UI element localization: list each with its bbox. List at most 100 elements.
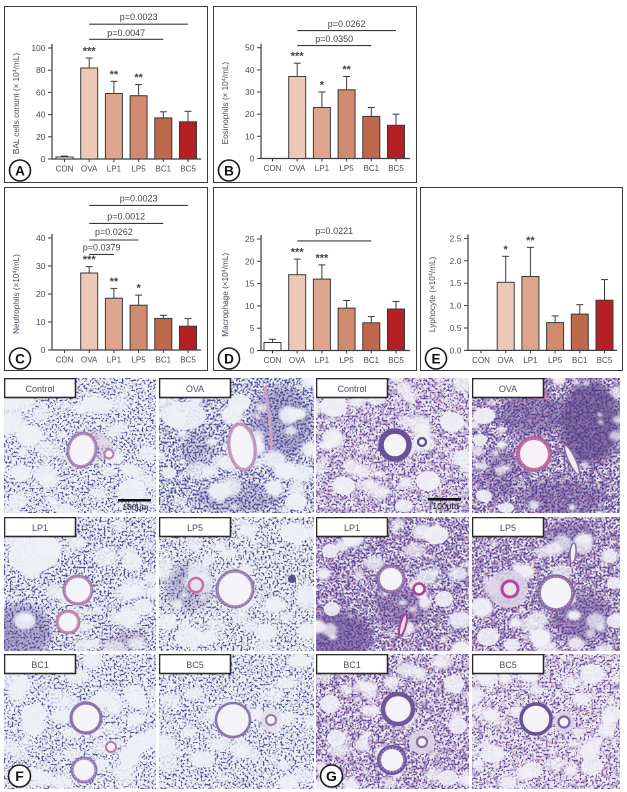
svg-text:20: 20 — [245, 109, 255, 119]
svg-text:2.5: 2.5 — [450, 233, 462, 243]
svg-text:LP1: LP1 — [344, 523, 360, 533]
svg-text:F: F — [15, 768, 24, 784]
svg-text:G: G — [326, 768, 337, 784]
svg-text:BC5: BC5 — [180, 165, 196, 174]
svg-text:LP5: LP5 — [548, 356, 563, 365]
svg-text:**: ** — [342, 64, 351, 76]
svg-text:CON: CON — [264, 356, 282, 365]
svg-text:p=0.0379: p=0.0379 — [83, 243, 121, 253]
svg-text:100: 100 — [31, 43, 45, 53]
svg-text:**: ** — [110, 276, 119, 288]
svg-text:50: 50 — [245, 43, 255, 53]
svg-text:LP1: LP1 — [315, 356, 330, 365]
svg-text:10: 10 — [245, 301, 255, 311]
svg-text:p=0.0262: p=0.0262 — [95, 227, 133, 237]
svg-text:BC5: BC5 — [597, 356, 613, 365]
svg-text:p=0.0047: p=0.0047 — [107, 28, 145, 38]
svg-text:*: * — [504, 244, 509, 256]
svg-text:Neutrophils (×104/mL): Neutrophils (×104/mL) — [12, 254, 21, 334]
svg-text:CON: CON — [56, 165, 74, 174]
svg-text:C: C — [15, 351, 25, 366]
svg-text:LP1: LP1 — [107, 165, 122, 174]
svg-text:15: 15 — [245, 279, 255, 289]
svg-text:B: B — [224, 163, 234, 178]
svg-text:OVA: OVA — [498, 356, 515, 365]
svg-text:20: 20 — [36, 132, 46, 142]
svg-text:Control: Control — [337, 384, 366, 394]
svg-text:BC1: BC1 — [364, 164, 380, 173]
svg-text:BC1: BC1 — [364, 356, 380, 365]
svg-text:OVA: OVA — [81, 165, 98, 174]
svg-text:LP5: LP5 — [500, 523, 516, 533]
svg-text:40: 40 — [36, 233, 46, 243]
svg-text:p=0.0012: p=0.0012 — [107, 211, 145, 221]
svg-text:BC5: BC5 — [388, 356, 404, 365]
svg-text:**: ** — [526, 235, 535, 247]
svg-text:BC5: BC5 — [499, 660, 517, 670]
svg-text:***: *** — [291, 247, 305, 259]
svg-text:A: A — [15, 163, 25, 178]
svg-text:BC1: BC1 — [343, 660, 361, 670]
svg-text:10: 10 — [36, 317, 46, 327]
svg-text:40: 40 — [36, 110, 46, 120]
svg-text:LP5: LP5 — [131, 356, 146, 365]
svg-text:BC1: BC1 — [572, 356, 588, 365]
svg-text:CON: CON — [472, 356, 490, 365]
svg-text:OVA: OVA — [499, 384, 517, 394]
svg-text:*: * — [320, 80, 325, 92]
svg-text:0.0: 0.0 — [450, 345, 462, 355]
svg-text:LP5: LP5 — [187, 523, 203, 533]
svg-text:***: *** — [83, 46, 97, 58]
svg-text:2.0: 2.0 — [450, 256, 462, 266]
svg-text:D: D — [224, 351, 234, 366]
svg-text:LP5: LP5 — [131, 165, 146, 174]
svg-text:LP1: LP1 — [32, 523, 48, 533]
svg-text:25: 25 — [245, 234, 255, 244]
svg-text:LP5: LP5 — [339, 164, 354, 173]
svg-text:1.5: 1.5 — [450, 278, 462, 288]
svg-text:BC1: BC1 — [156, 165, 172, 174]
svg-text:60: 60 — [36, 87, 46, 97]
svg-text:20: 20 — [245, 256, 255, 266]
svg-text:1.0: 1.0 — [450, 301, 462, 311]
svg-text:p=0.0023: p=0.0023 — [120, 193, 158, 203]
svg-text:LP1: LP1 — [107, 356, 122, 365]
svg-text:80: 80 — [36, 65, 46, 75]
svg-text:BC1: BC1 — [31, 660, 49, 670]
svg-text:LP1: LP1 — [315, 164, 330, 173]
svg-text:40: 40 — [245, 65, 255, 75]
svg-text:10: 10 — [245, 131, 255, 141]
svg-text:CON: CON — [264, 164, 282, 173]
svg-text:100μm: 100μm — [432, 501, 458, 511]
svg-text:***: *** — [291, 51, 305, 63]
svg-text:**: ** — [134, 72, 143, 84]
svg-text:BAL cells conunt (× 104/mL): BAL cells conunt (× 104/mL) — [12, 53, 21, 155]
svg-text:0: 0 — [250, 154, 255, 164]
svg-text:0: 0 — [250, 346, 255, 356]
svg-text:Control: Control — [25, 384, 54, 394]
svg-text:Macrophage (×104/mL): Macrophage (×104/mL) — [221, 253, 230, 337]
svg-text:BC5: BC5 — [388, 164, 404, 173]
svg-text:E: E — [431, 351, 440, 366]
svg-text:p=0.0350: p=0.0350 — [315, 34, 353, 44]
svg-text:***: *** — [83, 254, 97, 266]
svg-text:0.5: 0.5 — [450, 323, 462, 333]
svg-text:LP5: LP5 — [339, 356, 354, 365]
svg-text:0: 0 — [41, 154, 46, 164]
svg-text:0: 0 — [41, 345, 46, 355]
svg-text:p=0.0262: p=0.0262 — [328, 19, 366, 29]
svg-text:Lyphocyte (×104/mL): Lyphocyte (×104/mL) — [428, 256, 437, 332]
svg-text:LP1: LP1 — [523, 356, 538, 365]
svg-text:p=0.0221: p=0.0221 — [315, 226, 353, 236]
svg-text:***: *** — [315, 252, 329, 264]
svg-text:p=0.0023: p=0.0023 — [120, 12, 158, 22]
svg-text:30: 30 — [36, 261, 46, 271]
svg-text:OVA: OVA — [81, 356, 98, 365]
svg-text:100μm: 100μm — [122, 502, 148, 512]
svg-text:5: 5 — [250, 323, 255, 333]
svg-text:OVA: OVA — [186, 384, 204, 394]
svg-text:BC5: BC5 — [180, 356, 196, 365]
svg-text:30: 30 — [245, 87, 255, 97]
svg-text:20: 20 — [36, 289, 46, 299]
svg-text:CON: CON — [56, 356, 74, 365]
